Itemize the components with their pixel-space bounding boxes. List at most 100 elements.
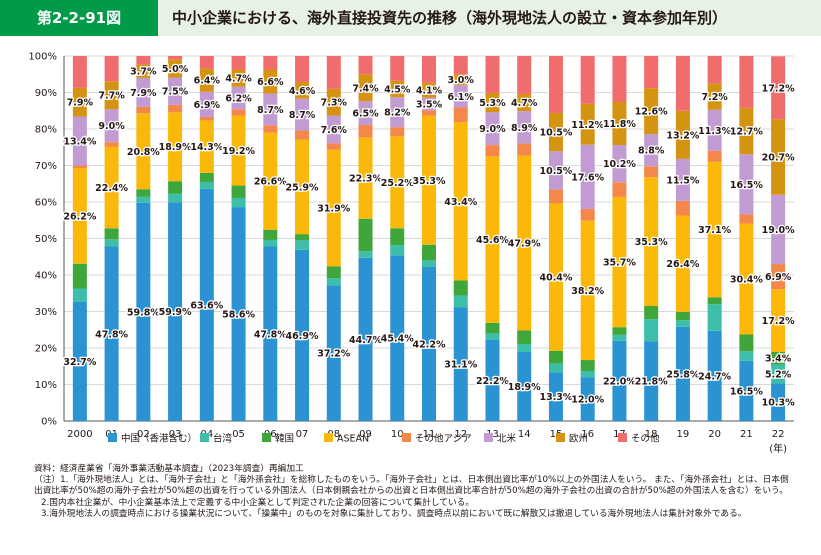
bar-segment [675, 311, 690, 321]
data-label: 37.2% [317, 349, 350, 360]
bar-segment [263, 132, 278, 230]
y-axis: 0% 10% 20% 30% 40% 50% 60% 70% 80% 90% 100% [28, 52, 65, 428]
data-label: 10.5% [539, 128, 572, 139]
data-label: 6.9% [765, 272, 792, 283]
bar-segment [771, 119, 786, 195]
data-label: 7.7% [98, 91, 125, 102]
data-label: 40.4% [539, 273, 572, 284]
bar-segment [231, 86, 246, 110]
bar-segment [548, 56, 563, 113]
y-tick-label: 20% [35, 344, 57, 355]
data-label: 11.2% [571, 120, 604, 131]
data-label: 31.1% [444, 360, 477, 371]
bar-segment [517, 155, 532, 331]
x-tick-label: 12 [454, 429, 467, 440]
bar-segment [263, 56, 278, 70]
bar-segment [199, 56, 214, 69]
data-label: 58.6% [222, 310, 255, 321]
bar-segment [168, 59, 183, 78]
bar-segment [485, 112, 500, 146]
bar-segment [517, 111, 532, 144]
data-label: 5.3% [479, 98, 506, 109]
bar-segment [422, 260, 436, 267]
bar-segment [358, 74, 373, 102]
bar-segment [644, 177, 659, 307]
bar-segment [485, 339, 500, 421]
bar-segment [199, 181, 214, 189]
bar-segment [485, 145, 500, 157]
bar-segment [644, 306, 659, 320]
bar-segment [707, 56, 722, 84]
bar-segment [612, 56, 627, 102]
bar-segment [453, 295, 468, 308]
y-tick-label: 100% [28, 52, 57, 63]
bar-segment [771, 364, 786, 384]
bar-segment [422, 110, 436, 116]
bar-segment [517, 352, 532, 421]
bar-segment [136, 202, 151, 421]
bar-segment [168, 56, 183, 60]
x-tick-label: 21 [740, 429, 753, 440]
bar-segment [104, 146, 119, 229]
bar-segment [739, 154, 754, 215]
bar-segment [675, 215, 690, 312]
data-label: 9.0% [98, 121, 125, 132]
legend-swatch [262, 433, 271, 442]
bar-segment [199, 68, 214, 92]
data-label: 7.9% [130, 88, 157, 99]
data-label: 6.4% [194, 76, 221, 87]
bar-segment [295, 98, 310, 131]
bar-segment [231, 56, 246, 70]
data-label: 59.8% [127, 307, 160, 318]
bar-segment [72, 168, 87, 264]
legend-label: その他 [631, 433, 660, 445]
stacked-bar-chart: 0% 10% 20% 30% 40% 50% 60% 70% 80% 90% 100% 32.7% 2… [28, 52, 796, 456]
data-label: 13.2% [666, 130, 699, 141]
legend-swatch [618, 433, 627, 442]
data-label: 4.5% [384, 85, 411, 96]
bar-segment [326, 115, 341, 144]
bar-segment [358, 56, 373, 75]
data-label: 44.7% [349, 335, 382, 346]
bar-segment [707, 150, 722, 162]
bar-segment [675, 200, 690, 216]
x-tick-label: 05 [232, 429, 245, 440]
bar-segment [580, 208, 595, 221]
y-tick-label: 40% [35, 271, 57, 282]
bar-segment [199, 116, 214, 121]
data-label: 7.4% [352, 83, 379, 94]
legend-label: 北米 [497, 433, 517, 445]
x-tick-label: 19 [677, 429, 690, 440]
bar-segment [326, 278, 341, 286]
data-label: 3.5% [416, 99, 443, 110]
bar-segment [263, 93, 278, 126]
bar-segment [72, 165, 87, 169]
bar-segment [263, 246, 278, 421]
figure-header: 第2-2-91図 中小企業における、海外直接投資先の推移（海外現地法人の設立・資… [0, 0, 821, 36]
bar-segment [485, 156, 500, 323]
bar-segment [358, 124, 373, 138]
x-tick-label: 20 [708, 429, 721, 440]
bar-segment [390, 127, 405, 137]
bar-segment [231, 109, 246, 116]
bar-segment [453, 280, 468, 296]
data-label: 17.6% [571, 172, 604, 183]
data-label: 8.8% [638, 146, 665, 157]
x-tick-label: 03 [169, 429, 182, 440]
data-labels: 32.7% 26.2% 13.4% 7.9% 47.8% 22.4% 9.0% 7.7% 59.… [62, 63, 796, 410]
data-label: 5.0% [162, 64, 189, 75]
bar-segment [612, 145, 627, 183]
bar-segment [136, 56, 151, 65]
data-label: 9.0% [479, 124, 506, 135]
data-label: 17.2% [762, 83, 795, 94]
bar-segment [644, 319, 659, 342]
note-2: 2.国内本社企業が、中小企業基本法上で定義する中小企業として判定された企業の回答… [41, 497, 475, 508]
bar-segment [675, 56, 690, 111]
bar-segment [231, 207, 246, 421]
data-label: 35.3% [635, 237, 668, 248]
bar-segment [644, 134, 659, 167]
data-label: 45.6% [476, 235, 509, 246]
bar-segment [771, 352, 786, 365]
bar-segment [295, 139, 310, 235]
data-label: 25.2% [381, 178, 414, 189]
